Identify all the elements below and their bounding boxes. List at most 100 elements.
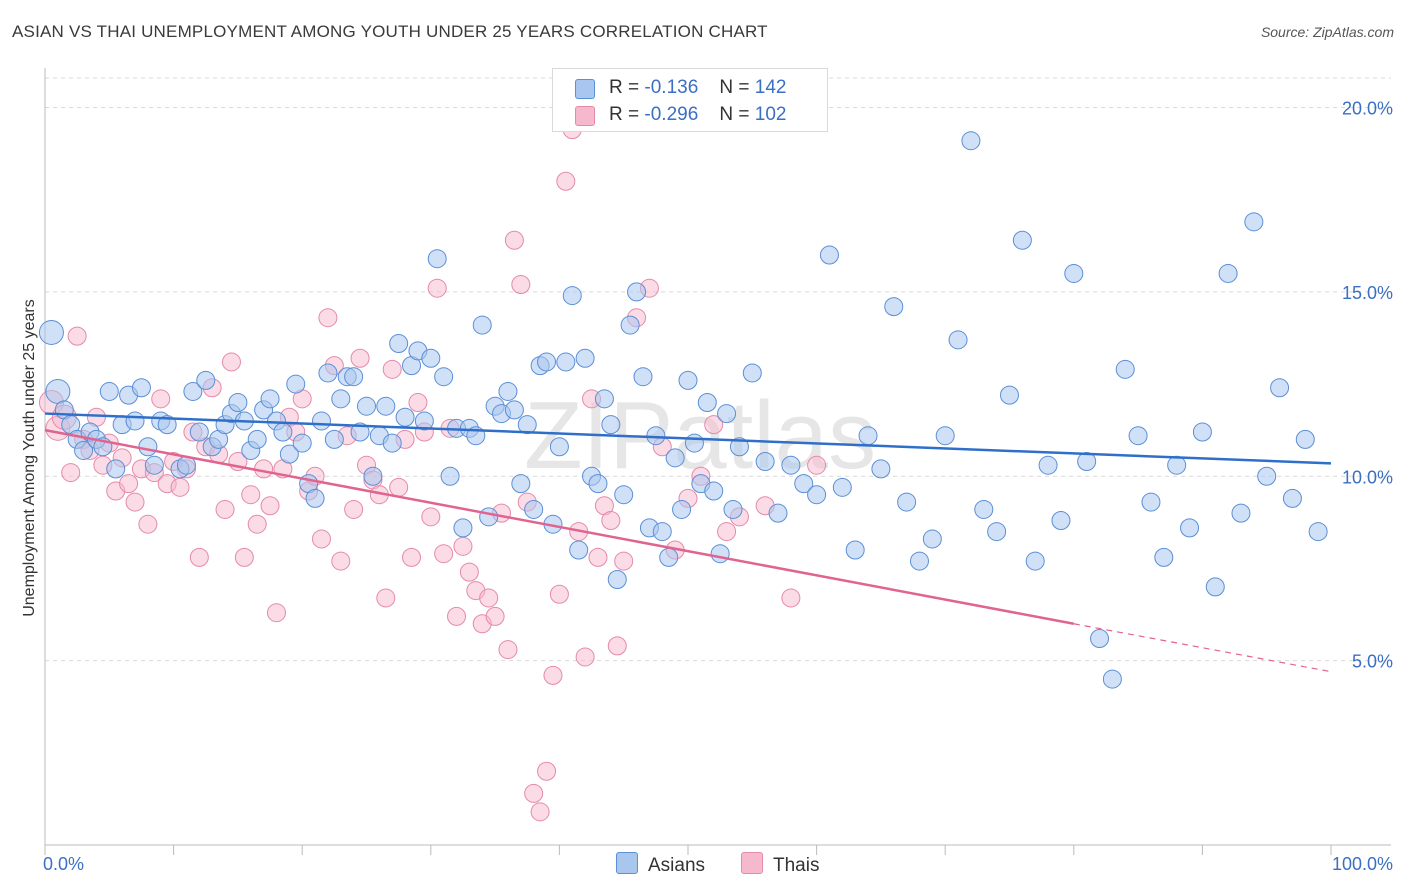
asian-point bbox=[1295, 429, 1315, 449]
asian-point bbox=[344, 367, 364, 387]
asians-r-value: -0.136 bbox=[644, 77, 699, 98]
thai-point bbox=[170, 477, 190, 497]
legend-text-asians: R = -0.136 N = 142 bbox=[609, 77, 786, 99]
asian-point bbox=[311, 411, 331, 431]
asian-point bbox=[524, 499, 544, 519]
asian-point bbox=[710, 544, 730, 564]
asian-point bbox=[1231, 503, 1251, 523]
asian-point bbox=[414, 411, 434, 431]
asian-point bbox=[697, 393, 717, 412]
asian-point bbox=[183, 381, 203, 401]
asian-point bbox=[1270, 378, 1290, 398]
asian-point bbox=[1128, 426, 1148, 446]
asian-point bbox=[652, 522, 672, 542]
asian-point bbox=[427, 249, 447, 269]
thai-point bbox=[189, 547, 209, 567]
thai-point bbox=[318, 308, 338, 328]
asian-point bbox=[440, 466, 460, 486]
thai-point bbox=[530, 802, 550, 822]
asian-point bbox=[781, 455, 801, 475]
asian-point bbox=[909, 551, 929, 571]
asians-swatch bbox=[575, 79, 595, 99]
bottom-legend-thais: Thais bbox=[741, 852, 819, 877]
asian-point bbox=[99, 381, 119, 401]
thai-point bbox=[138, 514, 158, 534]
asian-point bbox=[845, 540, 865, 560]
asian-point bbox=[987, 522, 1007, 542]
thai-point bbox=[588, 547, 608, 567]
trend-lines bbox=[44, 412, 1332, 673]
thai-point bbox=[607, 636, 627, 656]
asian-point bbox=[897, 492, 917, 512]
asian-point bbox=[1102, 669, 1122, 689]
asian-point bbox=[273, 422, 293, 442]
thai-point bbox=[447, 606, 467, 626]
bottom-thais-swatch bbox=[741, 852, 763, 874]
asian-point bbox=[871, 459, 891, 479]
asian-point bbox=[434, 367, 454, 387]
bottom-legend-asians: Asians bbox=[616, 852, 705, 877]
thais-n-value: 102 bbox=[754, 104, 787, 125]
asian-point bbox=[807, 485, 827, 505]
thai-point bbox=[504, 230, 524, 250]
asian-point bbox=[1244, 212, 1264, 232]
correlation-legend: R = -0.136 N = 142 R = -0.296 N = 102 bbox=[552, 68, 828, 132]
asian-point bbox=[768, 503, 788, 523]
asian-point bbox=[607, 570, 627, 589]
asian-point bbox=[504, 400, 524, 420]
asian-point bbox=[479, 507, 499, 527]
thai-point bbox=[260, 496, 280, 516]
thai-point bbox=[266, 603, 286, 623]
asian-point bbox=[1115, 359, 1135, 379]
asian-point bbox=[755, 452, 775, 471]
thai-point bbox=[549, 584, 569, 604]
source-label: Source: ZipAtlas.com bbox=[1260, 24, 1394, 40]
asian-point bbox=[125, 411, 145, 431]
asian-point bbox=[45, 378, 71, 404]
asian-point bbox=[131, 378, 151, 398]
asian-point bbox=[389, 334, 409, 353]
thai-point bbox=[311, 529, 331, 549]
asian-point bbox=[601, 415, 621, 435]
asian-point bbox=[1205, 577, 1225, 597]
asian-point bbox=[363, 466, 383, 486]
thai-point bbox=[524, 783, 544, 803]
asian-point bbox=[556, 352, 576, 372]
y-tick-label: 15.0% bbox=[1342, 283, 1393, 303]
asian-point bbox=[672, 499, 692, 519]
thais-r-label: R = bbox=[609, 104, 640, 125]
thais-trend-line bbox=[44, 428, 1075, 625]
asian-point bbox=[305, 488, 325, 508]
asians-n-value: 142 bbox=[754, 77, 787, 98]
asian-point bbox=[633, 367, 653, 387]
thai-point bbox=[389, 477, 409, 497]
thai-point bbox=[215, 499, 235, 519]
asian-point bbox=[138, 437, 158, 457]
thai-point bbox=[67, 326, 87, 346]
thai-point bbox=[434, 544, 454, 564]
thais-r-value: -0.296 bbox=[644, 104, 699, 125]
asian-point bbox=[472, 315, 492, 335]
bottom-asians-label: Asians bbox=[648, 855, 706, 876]
thai-point bbox=[485, 606, 505, 626]
thai-point bbox=[247, 514, 267, 534]
asian-point bbox=[1192, 422, 1212, 442]
asian-point bbox=[1308, 522, 1328, 542]
asian-point bbox=[646, 426, 666, 446]
asian-point bbox=[453, 518, 473, 538]
asian-point bbox=[961, 131, 981, 151]
asian-point bbox=[620, 315, 640, 335]
thai-point bbox=[350, 348, 370, 368]
thai-point bbox=[543, 665, 563, 685]
asian-point bbox=[549, 437, 569, 457]
asian-point bbox=[594, 389, 614, 409]
asian-point bbox=[517, 415, 537, 435]
asian-point bbox=[318, 363, 338, 383]
asian-point bbox=[627, 282, 647, 302]
asian-point bbox=[260, 389, 280, 409]
chart-title: ASIAN VS THAI UNEMPLOYMENT AMONG YOUTH U… bbox=[12, 22, 768, 41]
thai-point bbox=[807, 455, 827, 475]
asian-point bbox=[395, 407, 415, 427]
asian-point bbox=[1038, 455, 1058, 475]
